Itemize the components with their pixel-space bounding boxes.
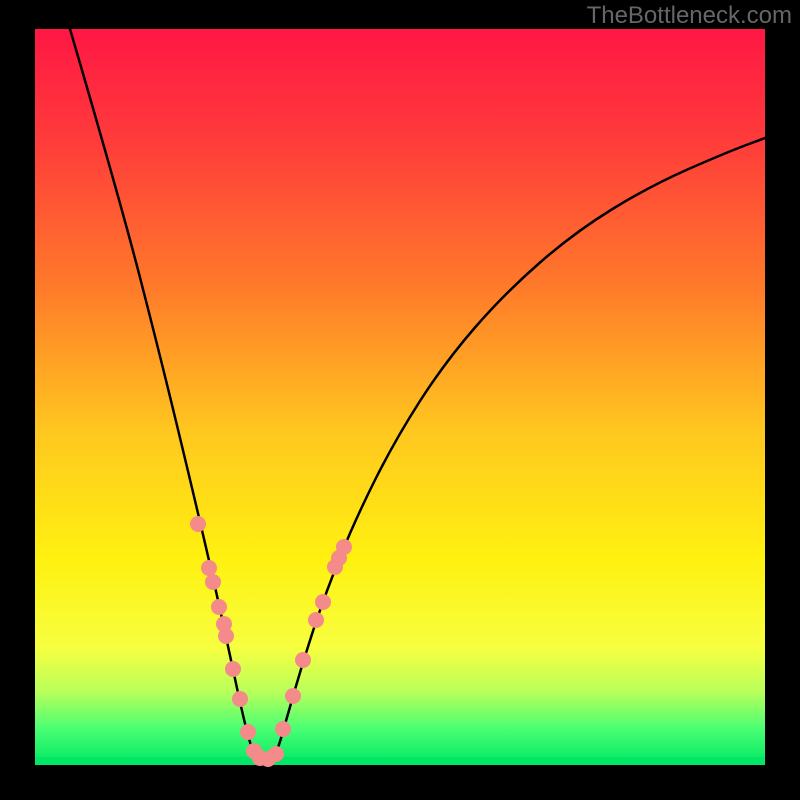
scatter-dot bbox=[201, 560, 217, 576]
scatter-dot bbox=[275, 721, 291, 737]
scatter-dot bbox=[295, 652, 311, 668]
scatter-dot bbox=[218, 628, 234, 644]
scatter-dot bbox=[190, 516, 206, 532]
scatter-dot bbox=[211, 599, 227, 615]
chart-stage: TheBottleneck.com bbox=[0, 0, 800, 800]
scatter-dot bbox=[315, 594, 331, 610]
scatter-dot bbox=[232, 691, 248, 707]
scatter-dot bbox=[225, 661, 241, 677]
scatter-dot bbox=[268, 746, 284, 762]
scatter-dot bbox=[285, 688, 301, 704]
green-baseline-bar bbox=[35, 757, 765, 765]
plot-area bbox=[35, 29, 765, 765]
chart-svg bbox=[0, 0, 800, 800]
scatter-dot bbox=[205, 574, 221, 590]
scatter-dot bbox=[240, 724, 256, 740]
scatter-dot bbox=[336, 539, 352, 555]
scatter-dot bbox=[308, 612, 324, 628]
